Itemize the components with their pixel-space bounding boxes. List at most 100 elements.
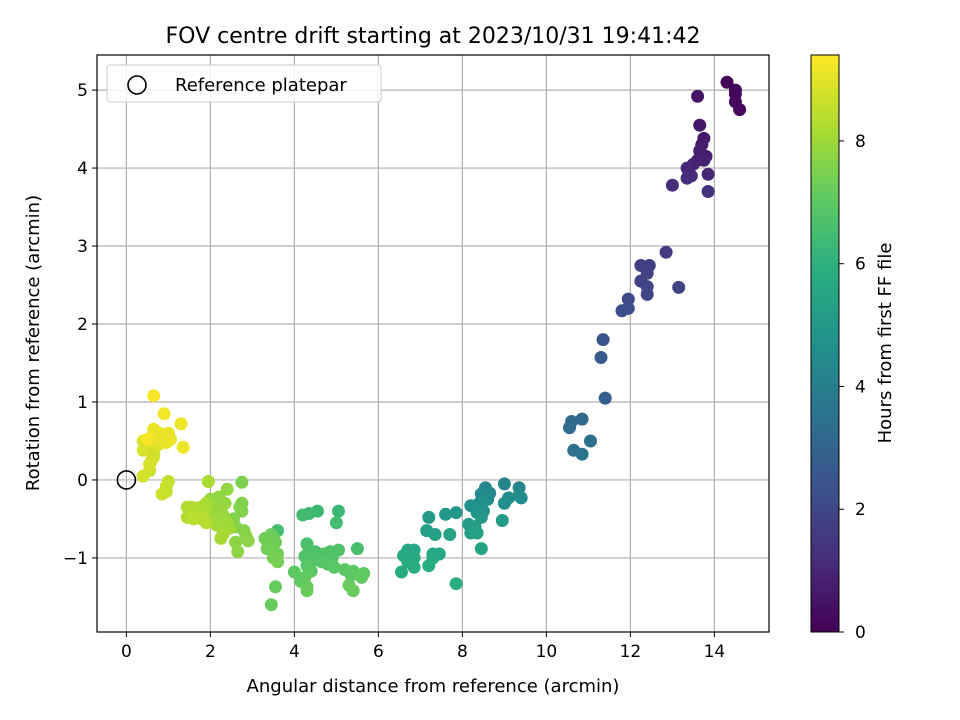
- y-tick-label: 3: [77, 237, 88, 257]
- x-tick-label: 2: [205, 642, 216, 662]
- data-point: [355, 570, 369, 584]
- data-point: [497, 496, 511, 510]
- legend-marker: [127, 75, 147, 95]
- reference-marker: [116, 470, 137, 490]
- data-point: [327, 560, 341, 574]
- data-points: [136, 75, 747, 612]
- colorbar-tick-label: 0: [855, 623, 866, 643]
- data-point: [701, 167, 715, 181]
- data-point: [235, 475, 249, 489]
- data-point: [187, 512, 201, 526]
- data-point: [210, 518, 224, 532]
- data-point: [258, 531, 272, 545]
- data-point: [474, 510, 488, 524]
- data-point: [428, 528, 442, 541]
- data-point: [439, 507, 453, 521]
- data-point: [659, 245, 673, 259]
- data-point: [157, 407, 171, 421]
- data-point: [260, 542, 274, 556]
- data-point: [220, 482, 234, 496]
- data-point: [201, 475, 215, 488]
- chart-title: FOV centre drift starting at 2023/10/31 …: [166, 24, 701, 49]
- data-point: [264, 598, 278, 612]
- x-tick-label: 6: [373, 642, 384, 662]
- data-point: [235, 504, 249, 518]
- colorbar: 0 2 4 6 8 Hours from first FF file: [810, 54, 896, 643]
- data-point: [174, 417, 188, 431]
- data-point: [691, 89, 705, 103]
- data-point: [449, 577, 463, 591]
- data-point: [271, 555, 285, 569]
- data-point: [287, 565, 301, 579]
- data-point: [733, 103, 747, 117]
- legend-box: [106, 64, 382, 103]
- data-point: [395, 565, 408, 579]
- data-point: [199, 516, 213, 530]
- data-point: [720, 75, 734, 89]
- y-tick-label: 4: [77, 159, 88, 179]
- data-point: [176, 440, 190, 454]
- colorbar-tick-label: 2: [855, 500, 866, 520]
- data-point: [300, 584, 314, 598]
- data-point: [514, 491, 528, 505]
- legend: Reference platepar: [106, 64, 382, 103]
- data-point: [575, 447, 589, 461]
- x-tick-label: 4: [289, 642, 300, 662]
- data-point: [241, 534, 255, 548]
- data-point: [497, 477, 511, 491]
- data-point: [346, 584, 360, 598]
- data-point: [640, 287, 654, 301]
- data-point: [155, 487, 169, 501]
- data-point: [143, 457, 156, 471]
- legend-label: Reference platepar: [175, 75, 347, 96]
- y-tick-label: 2: [77, 315, 88, 335]
- data-point: [470, 526, 484, 540]
- data-point: [407, 560, 421, 574]
- plot-frame: [96, 54, 770, 633]
- y-tick-label: 5: [77, 81, 88, 101]
- x-tick-label: 10: [536, 642, 558, 662]
- colorbar-gradient: [810, 54, 840, 633]
- colorbar-tick-label: 8: [855, 132, 866, 152]
- data-point: [332, 504, 345, 518]
- colorbar-tick-label: 6: [855, 255, 866, 275]
- data-point: [147, 422, 161, 436]
- data-point: [422, 559, 436, 573]
- data-point: [495, 514, 509, 527]
- data-point: [136, 469, 150, 483]
- data-point: [231, 545, 245, 559]
- x-tick-label: 12: [620, 642, 642, 662]
- data-point: [621, 292, 635, 306]
- data-point: [584, 434, 597, 448]
- data-point: [701, 185, 715, 198]
- data-point: [680, 171, 694, 185]
- data-point: [665, 178, 679, 192]
- x-axis-label: Angular distance from reference (arcmin): [247, 676, 620, 697]
- data-point: [140, 432, 154, 446]
- data-point: [615, 304, 629, 318]
- data-point: [594, 351, 608, 364]
- x-ticks: 0 2 4 6 8 10 12 14: [121, 632, 725, 662]
- colorbar-ticks: 0 2 4 6 8: [839, 132, 866, 643]
- data-point: [697, 153, 711, 167]
- data-point: [596, 333, 610, 347]
- y-ticks: −1 0 1 2 3 4 5: [63, 81, 97, 569]
- colorbar-label: Hours from first FF file: [875, 243, 896, 444]
- y-tick-label: 1: [77, 393, 88, 413]
- y-tick-label: −1: [63, 549, 88, 569]
- data-point: [575, 412, 589, 426]
- data-point: [598, 391, 612, 405]
- x-tick-label: 8: [457, 642, 468, 662]
- data-point: [269, 580, 282, 594]
- x-tick-label: 0: [121, 642, 132, 662]
- data-point: [159, 436, 173, 449]
- data-point: [474, 542, 488, 556]
- data-point: [344, 568, 358, 582]
- grid: [97, 55, 769, 632]
- data-point: [443, 528, 457, 541]
- data-point: [214, 531, 228, 545]
- y-axis-label: Rotation from reference (arcmin): [23, 195, 44, 491]
- data-point: [147, 389, 161, 403]
- data-point: [449, 506, 463, 520]
- data-point: [329, 516, 343, 530]
